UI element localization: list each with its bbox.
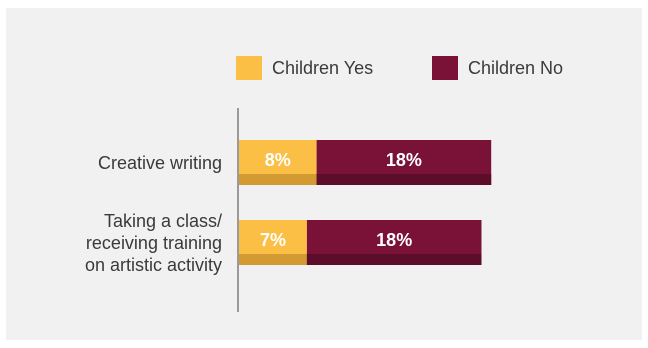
legend-swatch	[236, 56, 262, 80]
bar-segment-shadow	[316, 174, 492, 185]
data-label: 18%	[386, 150, 422, 170]
bar-segment-shadow	[239, 254, 307, 265]
legend-swatch	[432, 56, 458, 80]
data-label: 8%	[265, 150, 291, 170]
data-label: 18%	[376, 230, 412, 250]
bar-segment-shadow	[239, 174, 317, 185]
bar-segment-shadow	[306, 254, 482, 265]
legend-item-2: Children No	[432, 56, 563, 80]
category-label: Taking a class/receiving training on arti…	[84, 210, 222, 275]
legend-label: Children No	[468, 57, 564, 78]
category-label: Creative writing	[97, 152, 222, 173]
legend-item-1: Children Yes	[236, 56, 373, 80]
legend-label: Children Yes	[272, 57, 374, 78]
data-label: 7%	[260, 230, 286, 250]
